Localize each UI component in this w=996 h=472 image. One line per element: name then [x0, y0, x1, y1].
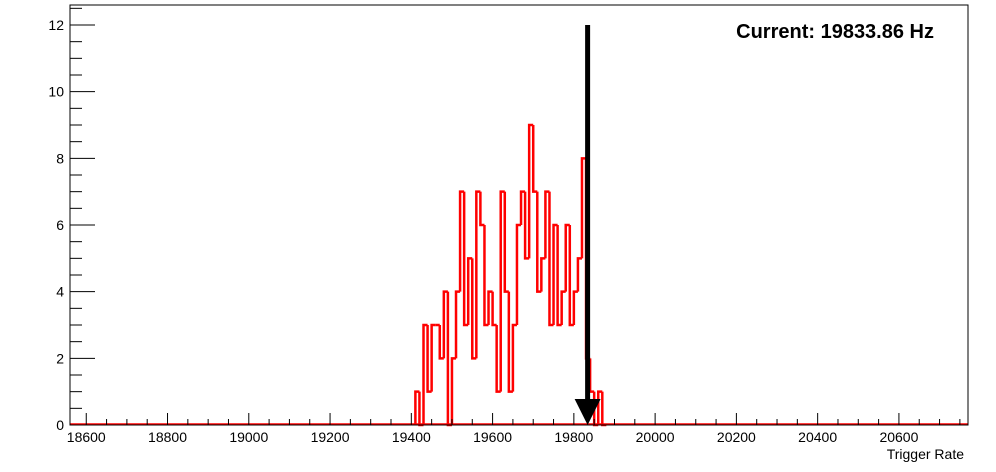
- histogram-bin: [564, 223, 570, 292]
- histogram-bin: [422, 323, 428, 425]
- histogram-bin: [458, 190, 465, 292]
- histogram-bin: [580, 157, 587, 259]
- x-tick-label: 19800: [554, 429, 593, 445]
- histogram-bin: [414, 390, 420, 425]
- histogram-bin: [475, 190, 481, 359]
- histogram-bin: [487, 290, 493, 325]
- histogram-layer: [70, 123, 968, 427]
- x-tick-label: 20000: [636, 429, 675, 445]
- histogram-bin: [576, 257, 582, 292]
- histogram-bin: [491, 291, 497, 327]
- histogram-bin: [438, 325, 444, 360]
- axis-layer: 18600 18800 19000 19200 19400 19600 19800 20000…: [48, 4, 969, 445]
- histogram-bin: [450, 357, 457, 425]
- histogram-bin: [479, 191, 485, 227]
- histogram-bin: [507, 291, 513, 393]
- histogram-bin: [511, 323, 517, 392]
- x-tick-label: 19200: [311, 429, 350, 445]
- y-tick-label: 4: [56, 284, 64, 300]
- x-tick-label: 18600: [67, 429, 106, 445]
- x-tick-label: 18800: [148, 429, 187, 445]
- y-tick-label: 10: [48, 84, 64, 100]
- y-tick-label: 6: [56, 217, 64, 233]
- histogram-bin: [552, 223, 558, 325]
- histogram-bin: [426, 325, 432, 393]
- histogram-bin: [556, 225, 562, 327]
- histogram-bin: [471, 258, 477, 360]
- y-tick-label: 0: [56, 417, 64, 433]
- x-tick-label: 20600: [879, 429, 918, 445]
- y-tick-label: 8: [56, 150, 64, 166]
- x-axis-title: Trigger Rate: [887, 446, 965, 462]
- histogram-bin: [540, 257, 546, 292]
- x-tick-label: 20200: [717, 429, 756, 445]
- plot-frame: [69, 4, 969, 426]
- x-tick-label: 19400: [392, 429, 431, 445]
- histogram-bin: [531, 125, 538, 193]
- histogram-bin: [544, 190, 550, 259]
- histogram-bin: [495, 325, 501, 393]
- histogram-bin: [430, 323, 436, 392]
- histogram-bin: [527, 123, 534, 259]
- histogram-bin: [466, 257, 473, 325]
- histogram-bin: [519, 190, 526, 225]
- histogram-bin: [442, 290, 448, 359]
- histogram-bin: [536, 191, 542, 293]
- y-tick-label: 2: [56, 350, 64, 366]
- histogram-bin: [462, 191, 469, 327]
- histogram-bin: [596, 390, 603, 425]
- x-tick-label: 19600: [473, 429, 512, 445]
- histogram-bin: [503, 191, 509, 293]
- current-value-arrow-head: [574, 399, 601, 425]
- histogram-bin: [560, 290, 566, 325]
- current-rate-annotation: Current: 19833.86 Hz: [736, 21, 934, 43]
- histogram-bin: [548, 191, 554, 327]
- histogram-bin: [483, 225, 489, 327]
- y-tick-label: 12: [48, 17, 64, 33]
- x-tick-label: 19000: [229, 429, 268, 445]
- arrow-layer: [574, 25, 601, 425]
- histogram-bin: [572, 290, 578, 325]
- histogram-bin: [568, 225, 574, 327]
- histogram-bin: [523, 191, 530, 260]
- histogram-bin: [499, 190, 505, 392]
- x-tick-label: 20400: [798, 429, 837, 445]
- histogram-bin: [454, 290, 461, 359]
- histogram-bin: [515, 223, 522, 325]
